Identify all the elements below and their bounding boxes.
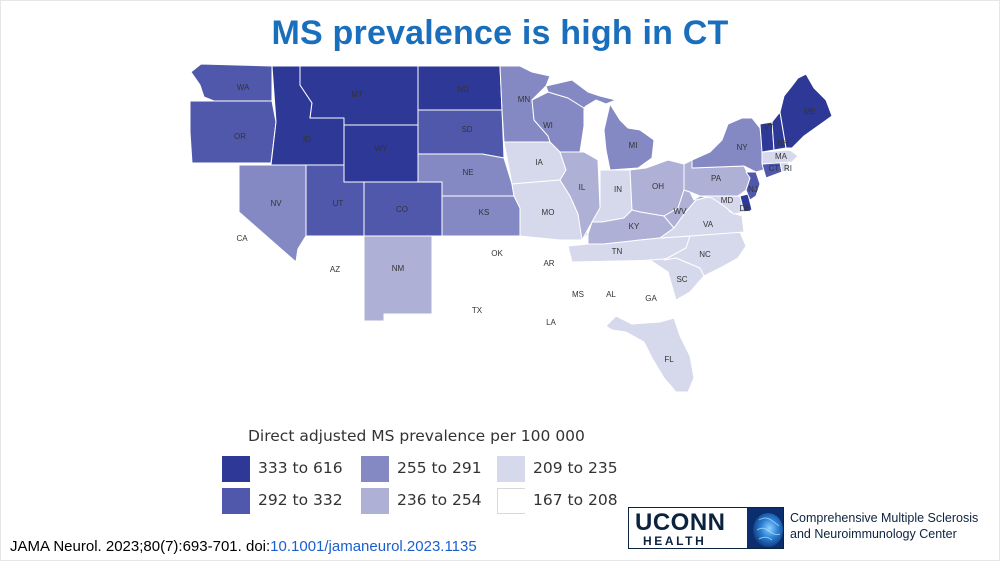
legend-label: 209 to 235	[533, 459, 618, 477]
citation-text: JAMA Neurol. 2023;80(7):693-701. doi:	[10, 538, 271, 555]
brain-scan-icon	[747, 508, 783, 548]
state-label-in: IN	[614, 185, 622, 194]
state-fl	[605, 315, 695, 393]
legend-label: 292 to 332	[258, 491, 343, 509]
state-ma	[761, 149, 799, 165]
legend-swatch	[361, 488, 389, 514]
state-label-nc: NC	[699, 250, 711, 259]
state-or	[189, 100, 277, 164]
state-label-ca: CA	[236, 234, 248, 243]
state-label-ia: IA	[535, 158, 543, 167]
state-label-ar: AR	[543, 259, 554, 268]
legend-swatch	[361, 456, 389, 482]
legend-title: Direct adjusted MS prevalence per 100 00…	[248, 427, 585, 445]
state-ca	[191, 162, 304, 310]
legend-label: 167 to 208	[533, 491, 618, 509]
states-layer	[189, 63, 833, 393]
logo-wordmark: UCONN	[635, 509, 726, 536]
state-label-me: ME	[804, 107, 816, 116]
state-nm	[363, 235, 433, 322]
state-label-az: AZ	[330, 265, 340, 274]
us-prevalence-map: WA OR CA ID NV MT WY UT AZ CO NM ND SD NE KS OK TX MN IA MO…	[189, 63, 833, 393]
state-label-sc: SC	[676, 275, 687, 284]
legend-swatch	[497, 456, 525, 482]
state-wa	[190, 63, 273, 102]
state-label-mt: MT	[351, 90, 363, 99]
state-nj	[745, 171, 761, 201]
state-label-mn: MN	[518, 95, 531, 104]
legend-label: 333 to 616	[258, 459, 343, 477]
state-label-pa: PA	[711, 174, 722, 183]
legend-label: 255 to 291	[397, 459, 482, 477]
legend-label: 236 to 254	[397, 491, 482, 509]
state-label-ny: NY	[736, 143, 748, 152]
doi-link[interactable]: 10.1001/jamaneurol.2023.1135	[270, 538, 477, 555]
state-label-wi: WI	[543, 121, 553, 130]
state-label-wy: WY	[375, 144, 389, 153]
citation: JAMA Neurol. 2023;80(7):693-701. doi:10.…	[10, 538, 477, 555]
state-label-ok: OK	[491, 249, 503, 258]
state-label-va: VA	[703, 220, 714, 229]
uconn-health-logo: UCONN HEALTH	[628, 507, 784, 549]
slide-title: MS prevalence is high in CT	[271, 14, 729, 52]
legend-swatch	[222, 456, 250, 482]
state-me	[779, 73, 833, 149]
state-mi	[545, 79, 655, 171]
legend-swatch	[222, 488, 250, 514]
state-la	[529, 286, 585, 341]
state-label-nm: NM	[392, 264, 405, 273]
state-label-il: IL	[579, 183, 586, 192]
state-label-id: ID	[303, 135, 311, 144]
state-label-mi: MI	[629, 141, 638, 150]
state-label-oh: OH	[652, 182, 664, 191]
state-ar	[521, 245, 573, 291]
state-label-nv: NV	[270, 199, 282, 208]
state-label-sd: SD	[461, 125, 472, 134]
state-label-ma: MA	[775, 152, 788, 161]
state-label-nj: NJ	[748, 185, 758, 194]
state-az	[295, 235, 365, 322]
state-label-ky: KY	[629, 222, 640, 231]
state-nc	[663, 231, 747, 277]
state-label-nh: NH	[777, 139, 789, 148]
legend-swatch	[497, 488, 525, 514]
center-name-line2: and Neuroimmunology Center	[790, 527, 957, 541]
state-wy	[343, 124, 419, 183]
state-label-ne: NE	[462, 168, 473, 177]
state-label-md: MD	[721, 196, 734, 205]
logo-subtitle: HEALTH	[643, 534, 707, 548]
state-label-al: AL	[606, 290, 616, 299]
state-label-ri: RI	[784, 164, 792, 173]
state-label-wv: WV	[674, 207, 688, 216]
state-label-ks: KS	[479, 208, 490, 217]
labels-layer: WA OR CA ID NV MT WY UT AZ CO NM ND SD NE KS OK TX MN IA MO…	[234, 83, 816, 364]
state-label-vt: VT	[764, 123, 774, 132]
state-sd	[417, 109, 505, 159]
state-label-ms: MS	[572, 290, 584, 299]
center-name: Comprehensive Multiple Sclerosis and Neu…	[790, 510, 978, 542]
state-tx	[383, 244, 539, 389]
state-label-ut: UT	[333, 199, 344, 208]
state-label-nd: ND	[457, 85, 469, 94]
state-label-ga: GA	[645, 294, 657, 303]
state-label-tn: TN	[612, 247, 623, 256]
state-label-de: DE	[739, 204, 750, 213]
state-label-la: LA	[546, 318, 556, 327]
state-label-ct: CT	[769, 164, 780, 173]
state-label-tx: TX	[472, 306, 483, 315]
state-label-or: OR	[234, 132, 246, 141]
state-il	[559, 151, 601, 241]
state-ny	[691, 117, 771, 173]
state-label-fl: FL	[664, 355, 674, 364]
state-label-wa: WA	[237, 83, 250, 92]
center-name-line1: Comprehensive Multiple Sclerosis	[790, 511, 979, 525]
state-md	[699, 195, 747, 215]
state-label-mo: MO	[542, 208, 555, 217]
state-label-co: CO	[396, 205, 408, 214]
